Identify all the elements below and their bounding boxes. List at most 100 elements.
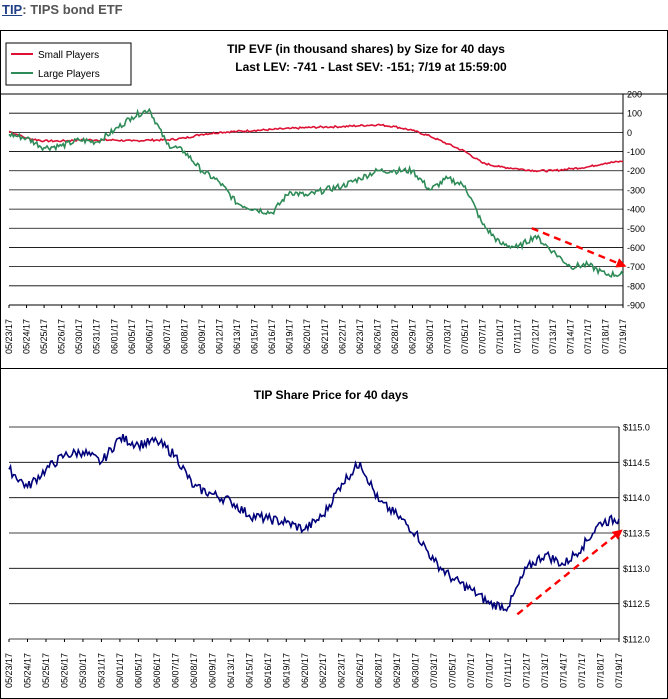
price-x-tick-label: 07/18/17 bbox=[596, 653, 606, 688]
price-x-tick-label: 05/30/17 bbox=[78, 653, 88, 688]
evf-y-tick-label: 0 bbox=[627, 128, 632, 138]
header-separator: : bbox=[22, 2, 31, 17]
evf-x-tick-label: 06/08/17 bbox=[179, 319, 189, 354]
evf-legend bbox=[5, 42, 132, 86]
evf-x-tick-label: 06/30/17 bbox=[425, 319, 435, 354]
evf-x-tick-label: 07/18/17 bbox=[600, 319, 610, 354]
evf-chart: 200 100 0 -100 -200 -300 -400 -500 -600 -700 -800 -… bbox=[1, 42, 667, 354]
evf-x-tick-label: 07/17/17 bbox=[583, 319, 593, 354]
price-y-tick-label: $112.0 bbox=[623, 635, 650, 645]
price-trend-arrow-line bbox=[516, 534, 616, 616]
price-x-tick-label: 06/20/17 bbox=[300, 653, 310, 688]
evf-x-tick-label: 07/19/17 bbox=[618, 319, 628, 354]
price-x-tick-label: 07/05/17 bbox=[448, 653, 458, 688]
price-x-tick-label: 07/12/17 bbox=[522, 653, 532, 688]
evf-x-tick-label: 05/26/17 bbox=[57, 319, 67, 354]
evf-x-tick-label: 06/26/17 bbox=[372, 319, 382, 354]
evf-y-tick-label: -700 bbox=[627, 262, 645, 272]
ticker-description: TIPS bond ETF bbox=[30, 2, 123, 17]
price-x-tick-label: 06/09/17 bbox=[207, 653, 217, 688]
evf-x-tick-label: 06/22/17 bbox=[337, 319, 347, 354]
price-x-tick-label: 06/01/17 bbox=[115, 653, 125, 688]
evf-y-tick-label: 100 bbox=[627, 109, 642, 119]
price-x-tick-label: 06/13/17 bbox=[226, 653, 236, 688]
price-x-tick-label: 06/30/17 bbox=[411, 653, 421, 688]
price-y-tick-label: $113.5 bbox=[623, 529, 650, 539]
price-x-tick-label: 06/08/17 bbox=[189, 653, 199, 688]
evf-x-tick-label: 06/06/17 bbox=[144, 319, 154, 354]
large-players-line bbox=[8, 107, 624, 278]
price-x-tick-label: 06/22/17 bbox=[318, 653, 328, 688]
price-x-tick-label: 06/28/17 bbox=[374, 653, 384, 688]
evf-x-tick-label: 05/30/17 bbox=[74, 319, 84, 354]
price-x-tick-label: 05/25/17 bbox=[41, 653, 51, 688]
evf-x-tick-label: 06/28/17 bbox=[390, 319, 400, 354]
evf-x-tick-label: 07/07/17 bbox=[478, 319, 488, 354]
price-y-tick-label: $112.5 bbox=[623, 599, 650, 609]
evf-x-tick-label: 06/12/17 bbox=[215, 319, 225, 354]
ticker-link[interactable]: TIP bbox=[2, 2, 23, 17]
evf-x-tick-label: 07/11/17 bbox=[513, 319, 523, 353]
evf-x-tick-label: 06/29/17 bbox=[407, 319, 417, 354]
price-x-tick-label: 07/19/17 bbox=[614, 653, 624, 688]
evf-y-tick-label: 200 bbox=[627, 90, 642, 100]
evf-y-tick-label: -500 bbox=[627, 224, 645, 234]
price-x-tick-label: 06/15/17 bbox=[244, 653, 254, 688]
evf-x-tick-label: 06/13/17 bbox=[232, 319, 242, 354]
evf-y-tick-label: -400 bbox=[627, 205, 645, 215]
price-x-tick-label: 06/05/17 bbox=[133, 653, 143, 688]
legend-small-label: Small Players bbox=[38, 50, 99, 61]
evf-x-tick-label: 07/05/17 bbox=[460, 319, 470, 354]
price-x-tick-label: 06/26/17 bbox=[355, 653, 365, 688]
price-chart-panel: $115.0 $114.5 $114.0 $113.5 $113.0 $112.5 $112… bbox=[0, 368, 668, 699]
price-x-tick-label: 06/23/17 bbox=[337, 653, 347, 688]
evf-x-tick-label: 06/07/17 bbox=[162, 319, 172, 354]
evf-y-tick-label: -300 bbox=[627, 185, 645, 195]
evf-x-tick-label: 06/01/17 bbox=[109, 319, 119, 354]
evf-x-tick-label: 06/20/17 bbox=[302, 319, 312, 354]
price-x-tick-label: 06/29/17 bbox=[392, 653, 402, 688]
price-x-tick-label: 05/26/17 bbox=[59, 653, 69, 688]
price-y-tick-label: $113.0 bbox=[623, 564, 650, 574]
evf-x-tick-label: 05/24/17 bbox=[22, 319, 32, 354]
price-y-tick-label: $114.5 bbox=[623, 458, 650, 468]
evf-x-tick-label: 07/14/17 bbox=[565, 319, 575, 354]
price-x-tick-label: 05/31/17 bbox=[96, 653, 106, 688]
evf-y-tick-label: -800 bbox=[627, 281, 645, 291]
evf-x-tick-label: 07/10/17 bbox=[495, 319, 505, 354]
price-x-tick-label: 05/23/17 bbox=[4, 653, 14, 688]
price-x-tick-label: 05/24/17 bbox=[22, 653, 32, 688]
small-players-line bbox=[8, 123, 624, 173]
evf-y-tick-label: -200 bbox=[627, 166, 645, 176]
price-x-tick-label: 07/03/17 bbox=[429, 653, 439, 688]
price-x-tick-label: 07/11/17 bbox=[503, 653, 513, 687]
evf-x-tick-label: 05/23/17 bbox=[4, 319, 14, 354]
evf-x-tick-label: 05/31/17 bbox=[92, 319, 102, 354]
price-x-tick-label: 06/16/17 bbox=[263, 653, 273, 688]
evf-y-tick-label: -600 bbox=[627, 243, 645, 253]
evf-x-tick-label: 06/15/17 bbox=[250, 319, 260, 354]
evf-x-tick-label: 06/19/17 bbox=[285, 319, 295, 354]
evf-x-tick-label: 06/16/17 bbox=[267, 319, 277, 354]
evf-trend-arrow-line bbox=[531, 227, 618, 264]
price-x-tick-label: 07/17/17 bbox=[577, 653, 587, 688]
evf-chart-panel: 200 100 0 -100 -200 -300 -400 -500 -600 -700 -800 -… bbox=[0, 30, 668, 369]
price-x-tick-label: 07/07/17 bbox=[466, 653, 476, 688]
evf-y-tick-label: -900 bbox=[627, 301, 645, 311]
price-x-tick-label: 06/19/17 bbox=[281, 653, 291, 688]
evf-x-tick-label: 06/05/17 bbox=[127, 319, 137, 354]
evf-x-tick-label: 07/12/17 bbox=[530, 319, 540, 354]
price-line bbox=[8, 434, 620, 612]
price-chart-title: TIP Share Price for 40 days bbox=[254, 388, 409, 402]
evf-y-tick-label: -100 bbox=[627, 147, 645, 157]
evf-trend-arrow-head bbox=[615, 258, 627, 268]
evf-x-tick-label: 06/09/17 bbox=[197, 319, 207, 354]
legend-large-label: Large Players bbox=[38, 69, 100, 80]
price-x-tick-label: 06/06/17 bbox=[152, 653, 162, 688]
price-x-tick-label: 06/07/17 bbox=[170, 653, 180, 688]
evf-chart-title: TIP EVF (in thousand shares) by Size for… bbox=[227, 42, 505, 56]
evf-x-tick-label: 05/25/17 bbox=[39, 319, 49, 354]
evf-x-tick-label: 06/21/17 bbox=[320, 319, 330, 354]
price-trend-arrow-head bbox=[611, 529, 623, 540]
price-y-tick-label: $115.0 bbox=[623, 423, 650, 433]
